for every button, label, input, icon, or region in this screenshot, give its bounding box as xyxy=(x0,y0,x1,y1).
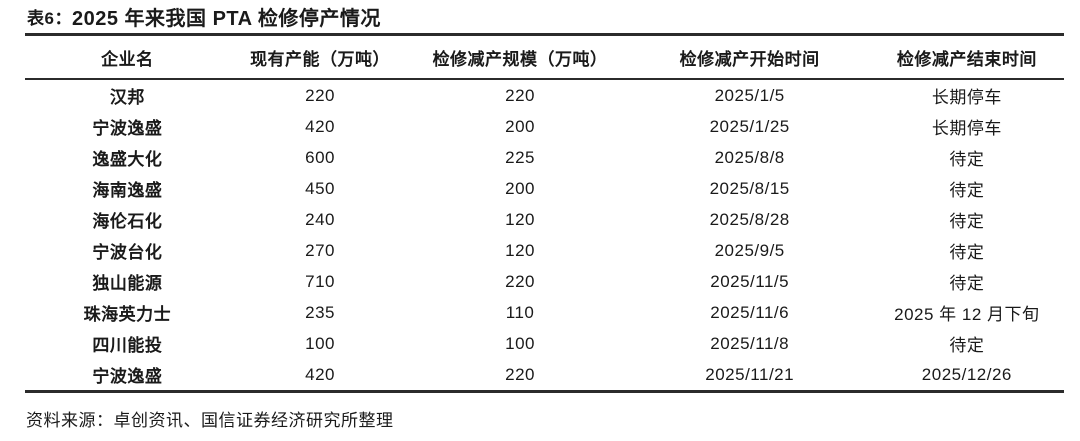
end-date-cell: 长期停车 xyxy=(931,119,1002,138)
table-row: 海伦石化 240 120 2025/8/28 待定 xyxy=(25,204,1064,235)
reduction-scale-cell: 225 xyxy=(505,147,535,167)
end-date-cell: 待定 xyxy=(949,150,985,169)
table-row: 宁波逸盛 420 200 2025/1/25 长期停车 xyxy=(25,111,1064,142)
column-header: 检修减产规模（万吨） xyxy=(410,34,630,80)
company-name-cell: 汉邦 xyxy=(109,88,145,107)
capacity-cell: 270 xyxy=(305,240,335,260)
reduction-scale-cell: 200 xyxy=(505,178,535,198)
start-date-cell: 2025/11/21 xyxy=(705,364,795,384)
column-header: 现有产能（万吨） xyxy=(229,34,411,80)
start-date-cell: 2025/1/5 xyxy=(714,85,785,105)
start-date-cell: 2025/11/5 xyxy=(710,271,790,291)
company-name-cell: 宁波逸盛 xyxy=(92,367,163,386)
pta-maintenance-table: 企业名 现有产能（万吨） 检修减产规模（万吨） 检修减产开始时间 检修减产结束时间 汉邦… xyxy=(25,33,1064,393)
start-date-cell: 2025/8/15 xyxy=(709,178,790,198)
table-row: 四川能投 100 100 2025/11/8 待定 xyxy=(25,328,1064,359)
reduction-scale-cell: 120 xyxy=(505,240,535,260)
reduction-scale-cell: 220 xyxy=(505,271,535,291)
table-row: 逸盛大化 600 225 2025/8/8 待定 xyxy=(25,142,1064,173)
source-note: 资料来源：卓创资讯、国信证券经济研究所整理 xyxy=(26,411,394,430)
reduction-scale-cell: 220 xyxy=(505,364,535,384)
capacity-cell: 235 xyxy=(305,302,335,322)
table-row: 汉邦 220 220 2025/1/5 长期停车 xyxy=(25,79,1064,111)
company-name-cell: 独山能源 xyxy=(92,274,163,293)
table-row: 独山能源 710 220 2025/11/5 待定 xyxy=(25,266,1064,297)
column-header: 检修减产开始时间 xyxy=(629,34,870,80)
company-name-cell: 珠海英力士 xyxy=(83,305,172,324)
end-date-cell: 待定 xyxy=(949,243,985,262)
table-row: 珠海英力士 235 110 2025/11/6 2025 年 12 月下旬 xyxy=(25,297,1064,328)
start-date-cell: 2025/1/25 xyxy=(709,116,790,136)
end-date-cell: 待定 xyxy=(949,181,985,200)
capacity-cell: 240 xyxy=(305,209,335,229)
start-date-cell: 2025/8/28 xyxy=(709,209,790,229)
company-name-cell: 海伦石化 xyxy=(92,212,163,231)
table-number-label: 表6： xyxy=(27,9,72,28)
start-date-cell: 2025/11/8 xyxy=(710,333,790,353)
end-date-cell: 待定 xyxy=(949,336,985,355)
end-date-cell: 2025/12/26 xyxy=(921,364,1012,384)
capacity-cell: 710 xyxy=(305,271,335,291)
company-name-cell: 宁波逸盛 xyxy=(92,119,163,138)
table-title: 表6： 2025 年来我国 PTA 检修停产情况 xyxy=(25,0,1064,33)
capacity-cell: 100 xyxy=(305,333,335,353)
table-row: 宁波逸盛 420 220 2025/11/21 2025/12/26 xyxy=(25,359,1064,392)
end-date-cell: 长期停车 xyxy=(931,88,1002,107)
table-row: 宁波台化 270 120 2025/9/5 待定 xyxy=(25,235,1064,266)
end-date-cell: 待定 xyxy=(949,274,985,293)
end-date-cell: 2025 年 12 月下旬 xyxy=(894,305,1040,324)
company-name-cell: 海南逸盛 xyxy=(92,181,163,200)
table-header-row: 企业名 现有产能（万吨） 检修减产规模（万吨） 检修减产开始时间 检修减产结束时间 xyxy=(25,34,1064,80)
company-name-cell: 逸盛大化 xyxy=(92,150,163,169)
reduction-scale-cell: 100 xyxy=(505,333,535,353)
capacity-cell: 450 xyxy=(305,178,335,198)
capacity-cell: 420 xyxy=(305,364,335,384)
column-header: 检修减产结束时间 xyxy=(869,34,1064,80)
reduction-scale-cell: 220 xyxy=(505,85,535,105)
company-name-cell: 宁波台化 xyxy=(92,243,163,262)
reduction-scale-cell: 200 xyxy=(505,116,535,136)
end-date-cell: 待定 xyxy=(949,212,985,231)
reduction-scale-cell: 110 xyxy=(505,302,535,322)
column-header: 企业名 xyxy=(25,34,230,80)
table-title-text: 2025 年来我国 PTA 检修停产情况 xyxy=(71,8,381,30)
start-date-cell: 2025/9/5 xyxy=(714,240,785,260)
table-row: 海南逸盛 450 200 2025/8/15 待定 xyxy=(25,173,1064,204)
start-date-cell: 2025/11/6 xyxy=(710,302,790,322)
company-name-cell: 四川能投 xyxy=(92,336,163,355)
capacity-cell: 220 xyxy=(305,85,335,105)
reduction-scale-cell: 120 xyxy=(505,209,535,229)
capacity-cell: 420 xyxy=(305,116,335,136)
capacity-cell: 600 xyxy=(305,147,335,167)
start-date-cell: 2025/8/8 xyxy=(714,147,785,167)
